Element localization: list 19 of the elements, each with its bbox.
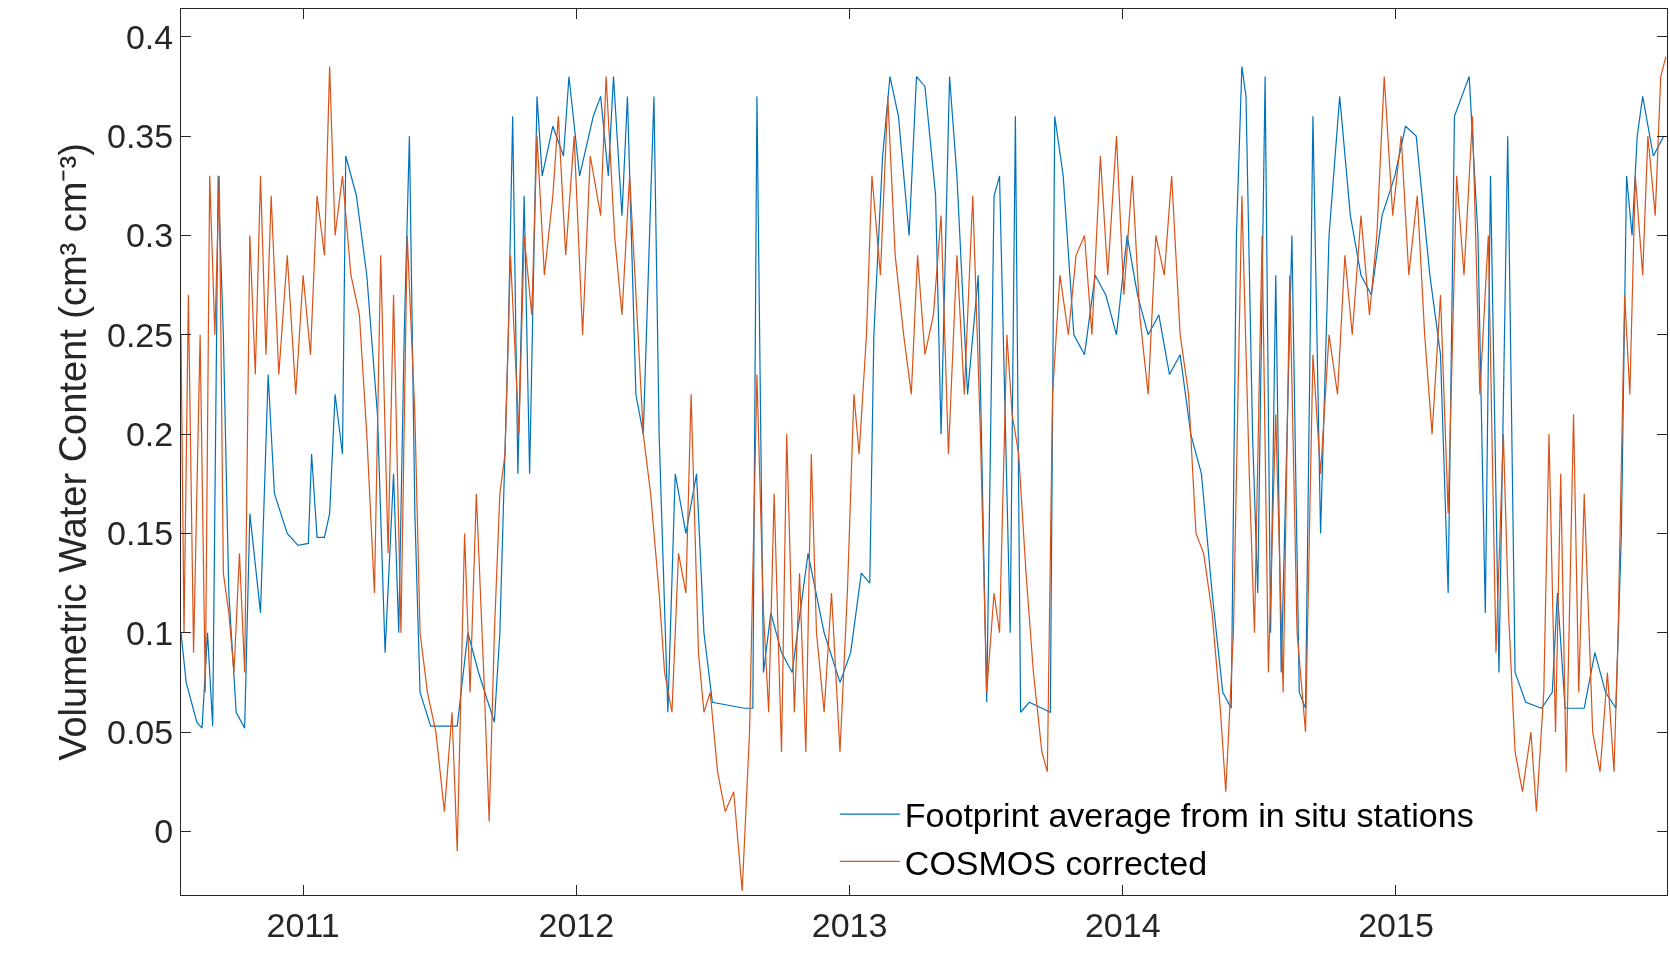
y-tick-label: 0.25 [107, 315, 174, 354]
y-tick-label: 0 [154, 812, 174, 851]
x-tick-label: 2012 [538, 905, 615, 944]
y-tick-label: 0.15 [107, 514, 174, 553]
y-tick-label: 0.4 [125, 17, 174, 56]
y-tick-label: 0.1 [125, 613, 174, 652]
line-series [181, 66, 1665, 729]
x-tick-label: 2015 [1358, 905, 1434, 944]
x-tick-label: 2011 [266, 905, 340, 944]
y-tick-label: 0.35 [107, 117, 174, 156]
line-series [181, 56, 1667, 892]
x-tick-label: 2013 [811, 905, 888, 944]
x-tick-label: 2014 [1084, 905, 1161, 944]
y-tick-label: 0.05 [107, 713, 174, 751]
y-tick-label: 0.2 [125, 415, 174, 454]
legend-label: Footprint average from in situ stations [904, 796, 1474, 835]
y-tick-label: 0.3 [125, 216, 174, 255]
y-axis-title: Volumetric Water Content (cm³ cm⁻³) [52, 143, 95, 761]
legend-label: COSMOS corrected [904, 843, 1208, 882]
